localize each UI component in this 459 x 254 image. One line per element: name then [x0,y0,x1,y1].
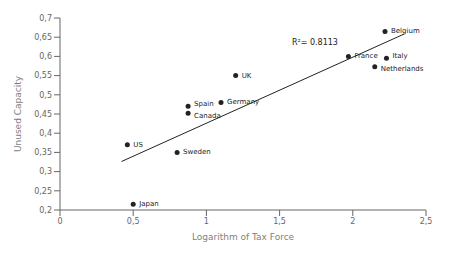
svg-text:Spain: Spain [194,100,214,108]
svg-text:France: France [354,52,377,60]
svg-text:Canada: Canada [194,112,221,120]
svg-text:Sweden: Sweden [183,148,211,156]
svg-text:Belgium: Belgium [391,27,420,35]
svg-text:Japan: Japan [138,200,159,208]
svg-text:0,55: 0,55 [34,71,52,80]
svg-text:R²= 0.8113: R²= 0.8113 [292,38,338,47]
svg-text:2: 2 [350,217,355,226]
svg-text:0,4: 0,4 [39,129,52,138]
svg-text:Italy: Italy [392,52,407,60]
svg-text:Germany: Germany [227,98,259,106]
svg-text:0,2: 0,2 [39,206,52,215]
svg-text:0,5: 0,5 [39,91,52,100]
svg-text:Unused Capacity: Unused Capacity [13,75,23,152]
svg-text:0,65: 0,65 [34,33,52,42]
svg-text:0,5: 0,5 [127,217,140,226]
svg-text:Logarithm of Tax Force: Logarithm of Tax Force [192,232,295,242]
svg-text:0,35: 0,35 [34,148,52,157]
svg-text:0,25: 0,25 [34,187,52,196]
svg-text:0,45: 0,45 [34,110,52,119]
svg-text:0: 0 [57,217,62,226]
svg-text:0,6: 0,6 [39,52,52,61]
svg-text:0,7: 0,7 [39,14,52,23]
svg-text:US: US [133,141,143,149]
svg-text:Netherlands: Netherlands [381,65,424,73]
svg-text:2,5: 2,5 [420,217,433,226]
svg-text:UK: UK [242,72,252,80]
svg-text:1,5: 1,5 [273,217,286,226]
svg-text:1: 1 [204,217,209,226]
svg-text:0,3: 0,3 [39,167,52,176]
